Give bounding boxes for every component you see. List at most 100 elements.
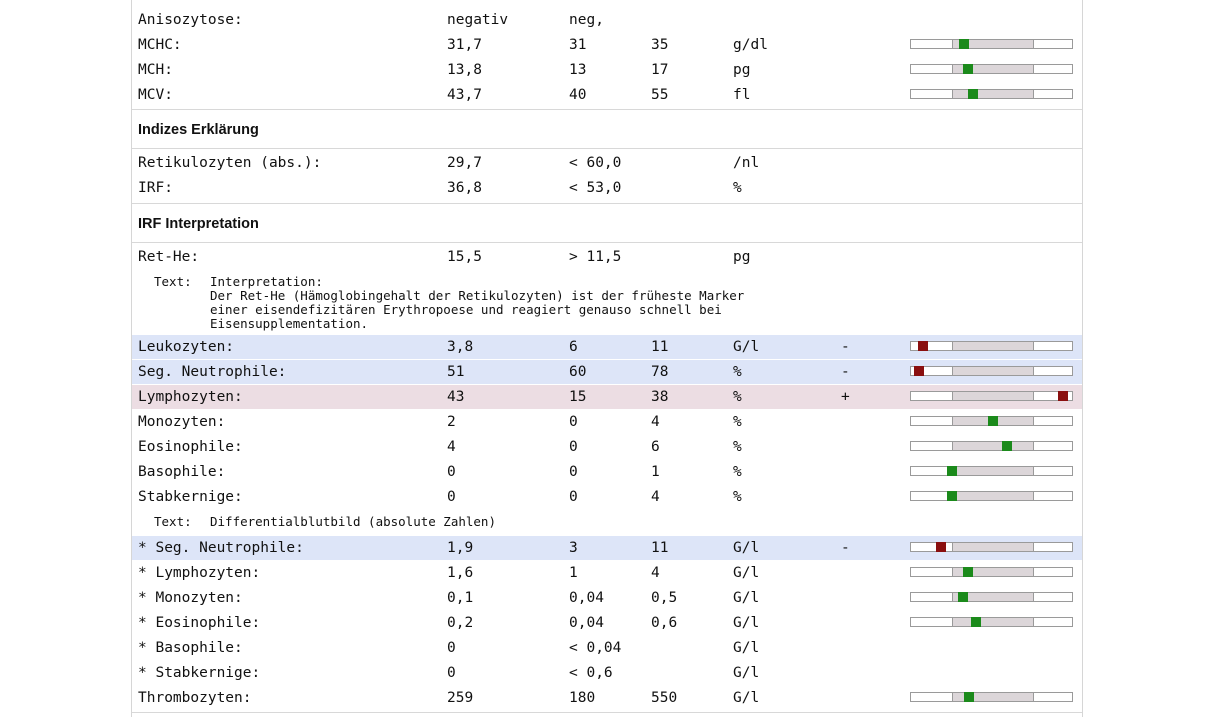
result-row: MCV: 43,7 40 55 fl xyxy=(132,83,1082,107)
text-label: Text: xyxy=(154,274,192,289)
result-row: * Stabkernige: 0 < 0,6 G/l xyxy=(132,661,1082,685)
reference-high: 11 xyxy=(651,540,669,556)
differential-note-body: Differentialblutbild (absolute Zahlen) xyxy=(210,514,496,529)
reference-low: 15 xyxy=(569,389,587,405)
unit: G/l xyxy=(733,690,760,706)
result-marker xyxy=(947,466,957,476)
reference-high: 35 xyxy=(651,37,669,53)
section-indizes-erklaerung: Indizes Erklärung xyxy=(132,109,1082,149)
result-row: Leukozyten: 3,8 6 11 G/l - xyxy=(132,335,1082,359)
unit: fl xyxy=(733,87,751,103)
normal-range-band xyxy=(952,568,1034,576)
result-value: 259 xyxy=(447,690,474,706)
test-name: Basophile: xyxy=(138,464,226,480)
interpretation-line: Eisensupplementation. xyxy=(210,316,369,331)
interpretation-line: Der Ret-He (Hämoglobingehalt der Retikul… xyxy=(210,288,745,303)
reference-low: 0 xyxy=(569,489,578,505)
reference-high: 55 xyxy=(651,87,669,103)
reference-low: 60 xyxy=(569,364,587,380)
result-marker xyxy=(914,366,925,376)
unit: % xyxy=(733,464,742,480)
result-row: Seg. Neutrophile: 51 60 78% - xyxy=(132,360,1082,384)
reference-range-bar xyxy=(910,491,1073,501)
unit: G/l xyxy=(733,540,760,556)
reference-high: 0,5 xyxy=(651,590,678,606)
unit: G/l xyxy=(733,339,760,355)
result-marker xyxy=(959,39,970,49)
normal-range-band xyxy=(952,90,1034,98)
reference-low: > 11,5 xyxy=(569,249,622,265)
test-name: Monozyten: xyxy=(138,414,226,430)
reference-range-bar xyxy=(910,466,1073,476)
normal-range-band xyxy=(952,543,1034,551)
reference-range-bar xyxy=(910,567,1073,577)
reference-low: 0 xyxy=(569,439,578,455)
unit: G/l xyxy=(733,590,760,606)
reference-low: 1 xyxy=(569,565,578,581)
result-marker xyxy=(963,64,974,74)
test-name: * Lymphozyten: xyxy=(138,565,261,581)
reference-high: 550 xyxy=(651,690,678,706)
reference-range-bar xyxy=(910,592,1073,602)
normal-range-band xyxy=(952,65,1034,73)
result-value: 29,7 xyxy=(447,155,482,171)
result-marker xyxy=(947,491,957,501)
unit: % xyxy=(733,489,742,505)
result-value: 43,7 xyxy=(447,87,482,103)
section-title: Indizes Erklärung xyxy=(138,122,259,138)
test-name: * Seg. Neutrophile: xyxy=(138,540,304,556)
result-marker xyxy=(918,341,929,351)
result-value: 0 xyxy=(447,665,456,681)
reference-low: 31 xyxy=(569,37,587,53)
lab-report: Anisozytose: negativ neg, MCHC: 31,7 31 35 g/dl… xyxy=(131,0,1083,717)
result-row: * Monozyten: 0,1 0,04 0,5 G/l xyxy=(132,586,1082,610)
unit: G/l xyxy=(733,615,760,631)
reference-low: < 0,6 xyxy=(569,665,613,681)
reference-high: 78 xyxy=(651,364,669,380)
section-irf-interpretation: IRF Interpretation xyxy=(132,203,1082,243)
result-value: 2 xyxy=(447,414,456,430)
result-value: 1,9 xyxy=(447,540,474,556)
test-name: MCHC: xyxy=(138,37,182,53)
unit: G/l xyxy=(733,665,760,681)
test-name: Ret-He: xyxy=(138,249,200,265)
abnormal-flag: - xyxy=(841,364,850,380)
reference-range-bar xyxy=(910,89,1073,99)
reference-range-bar xyxy=(910,341,1073,351)
test-name: * Eosinophile: xyxy=(138,615,261,631)
unit: % xyxy=(733,364,742,380)
reference-low: 0,04 xyxy=(569,590,604,606)
bottom-divider xyxy=(132,712,1082,713)
result-row: * Eosinophile: 0,2 0,04 0,6 G/l xyxy=(132,611,1082,635)
reference-low: < 53,0 xyxy=(569,180,622,196)
normal-range-band xyxy=(952,693,1034,701)
result-row: IRF: 36,8 < 53,0% xyxy=(132,176,1082,200)
result-value: 0,1 xyxy=(447,590,474,606)
result-row: MCHC: 31,7 31 35 g/dl xyxy=(132,33,1082,57)
reference-range-bar xyxy=(910,416,1073,426)
result-value: 0 xyxy=(447,640,456,656)
result-row: * Basophile: 0 < 0,04 G/l xyxy=(132,636,1082,660)
result-value: 4 xyxy=(447,439,456,455)
test-name: * Monozyten: xyxy=(138,590,243,606)
reference-low: 0,04 xyxy=(569,615,604,631)
unit: pg xyxy=(733,62,751,78)
result-row: MCH: 13,8 13 17 pg xyxy=(132,58,1082,82)
result-row: Anisozytose: negativ neg, xyxy=(132,8,1082,32)
interpretation-line: Interpretation: xyxy=(210,274,323,289)
reference-high: 4 xyxy=(651,565,660,581)
reference-range-bar xyxy=(910,441,1073,451)
reference-low: 0 xyxy=(569,414,578,430)
normal-range-band xyxy=(952,492,1034,500)
unit: pg xyxy=(733,249,751,265)
reference-low: 3 xyxy=(569,540,578,556)
reference-high: 0,6 xyxy=(651,615,678,631)
abnormal-flag: + xyxy=(841,389,850,405)
reference-range-bar xyxy=(910,366,1073,376)
reference-low: 40 xyxy=(569,87,587,103)
result-value: 13,8 xyxy=(447,62,482,78)
result-row: * Seg. Neutrophile: 1,9 3 11 G/l - xyxy=(132,536,1082,560)
result-value: 0 xyxy=(447,464,456,480)
test-name: * Basophile: xyxy=(138,640,243,656)
test-name: Lymphozyten: xyxy=(138,389,243,405)
